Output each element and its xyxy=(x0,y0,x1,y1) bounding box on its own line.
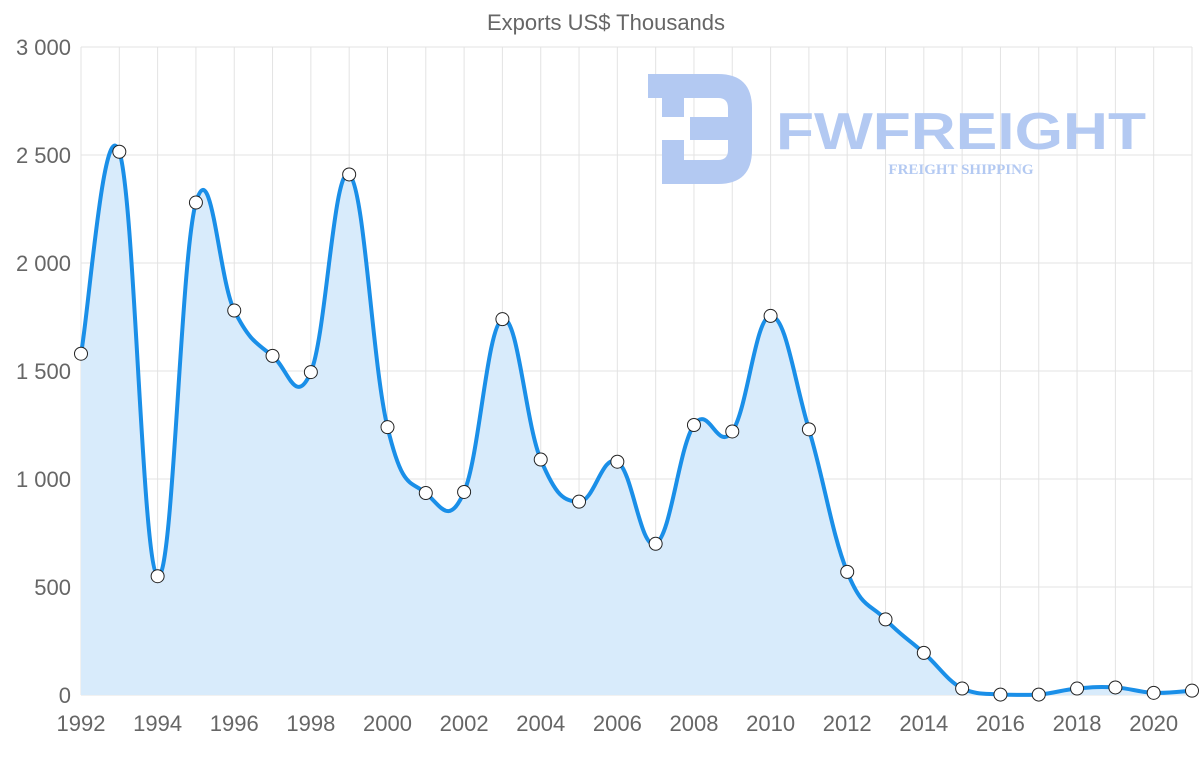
x-tick-label: 1992 xyxy=(57,711,106,736)
y-tick-label: 1 500 xyxy=(16,359,71,384)
data-point[interactable] xyxy=(74,346,88,361)
data-point[interactable] xyxy=(572,494,587,509)
y-tick-label: 500 xyxy=(34,575,71,600)
series-area-fill xyxy=(81,145,1192,696)
y-axis-labels: 0 500 1 000 1 500 2 000 2 500 3 000 xyxy=(16,35,71,708)
data-point[interactable] xyxy=(610,454,625,469)
data-point[interactable] xyxy=(1108,680,1123,695)
x-tick-label: 2014 xyxy=(899,711,948,736)
data-point[interactable] xyxy=(763,308,778,323)
x-tick-label: 1998 xyxy=(286,711,335,736)
watermark-name: FWFREIGHT xyxy=(776,103,1146,161)
fwfreight-logo-icon xyxy=(648,74,752,184)
x-tick-label: 2008 xyxy=(669,711,718,736)
data-point[interactable] xyxy=(342,167,357,182)
data-point[interactable] xyxy=(801,422,816,437)
x-tick-label: 2002 xyxy=(440,711,489,736)
fwfreight-watermark: FWFREIGHT FREIGHT SHIPPING xyxy=(648,74,1146,184)
data-points xyxy=(74,144,1199,702)
watermark-tagline: FREIGHT SHIPPING xyxy=(888,162,1033,178)
data-point[interactable] xyxy=(1031,687,1046,702)
y-tick-label: 3 000 xyxy=(16,35,71,60)
logo-bar-icon xyxy=(662,140,684,160)
x-tick-label: 2004 xyxy=(516,711,565,736)
data-point[interactable] xyxy=(457,484,472,499)
data-point[interactable] xyxy=(840,564,855,579)
logo-bar-icon xyxy=(662,98,684,117)
x-tick-label: 2012 xyxy=(823,711,872,736)
x-tick-label: 1996 xyxy=(210,711,259,736)
data-point[interactable] xyxy=(1146,685,1161,700)
data-point[interactable] xyxy=(993,687,1008,702)
y-tick-label: 0 xyxy=(59,683,71,708)
data-point[interactable] xyxy=(265,348,280,363)
x-tick-label: 2018 xyxy=(1053,711,1102,736)
y-tick-label: 1 000 xyxy=(16,467,71,492)
data-point[interactable] xyxy=(916,645,931,660)
data-point[interactable] xyxy=(112,144,127,159)
y-tick-label: 2 500 xyxy=(16,143,71,168)
data-point[interactable] xyxy=(495,312,510,327)
data-point[interactable] xyxy=(1070,681,1085,696)
data-point[interactable] xyxy=(303,365,318,380)
data-point[interactable] xyxy=(686,418,701,432)
data-point[interactable] xyxy=(648,536,663,551)
data-point[interactable] xyxy=(150,569,165,584)
data-point[interactable] xyxy=(188,195,203,210)
data-point[interactable] xyxy=(955,681,970,696)
x-tick-label: 2020 xyxy=(1129,711,1178,736)
data-point[interactable] xyxy=(1185,683,1199,698)
data-point[interactable] xyxy=(227,303,242,318)
data-point[interactable] xyxy=(725,424,740,439)
x-tick-label: 2016 xyxy=(976,711,1025,736)
y-tick-label: 2 000 xyxy=(16,251,71,276)
chart-title: Exports US$ Thousands xyxy=(487,10,725,35)
x-tick-label: 2006 xyxy=(593,711,642,736)
x-axis-labels: 1992 1994 1996 1998 2000 2002 2004 2006 2008 2010… xyxy=(57,711,1179,736)
data-point[interactable] xyxy=(418,486,433,501)
data-point[interactable] xyxy=(878,612,893,627)
data-point[interactable] xyxy=(380,420,395,435)
x-tick-label: 1994 xyxy=(133,711,182,736)
x-tick-label: 2010 xyxy=(746,711,795,736)
x-tick-label: 2000 xyxy=(363,711,412,736)
data-point[interactable] xyxy=(533,452,548,467)
